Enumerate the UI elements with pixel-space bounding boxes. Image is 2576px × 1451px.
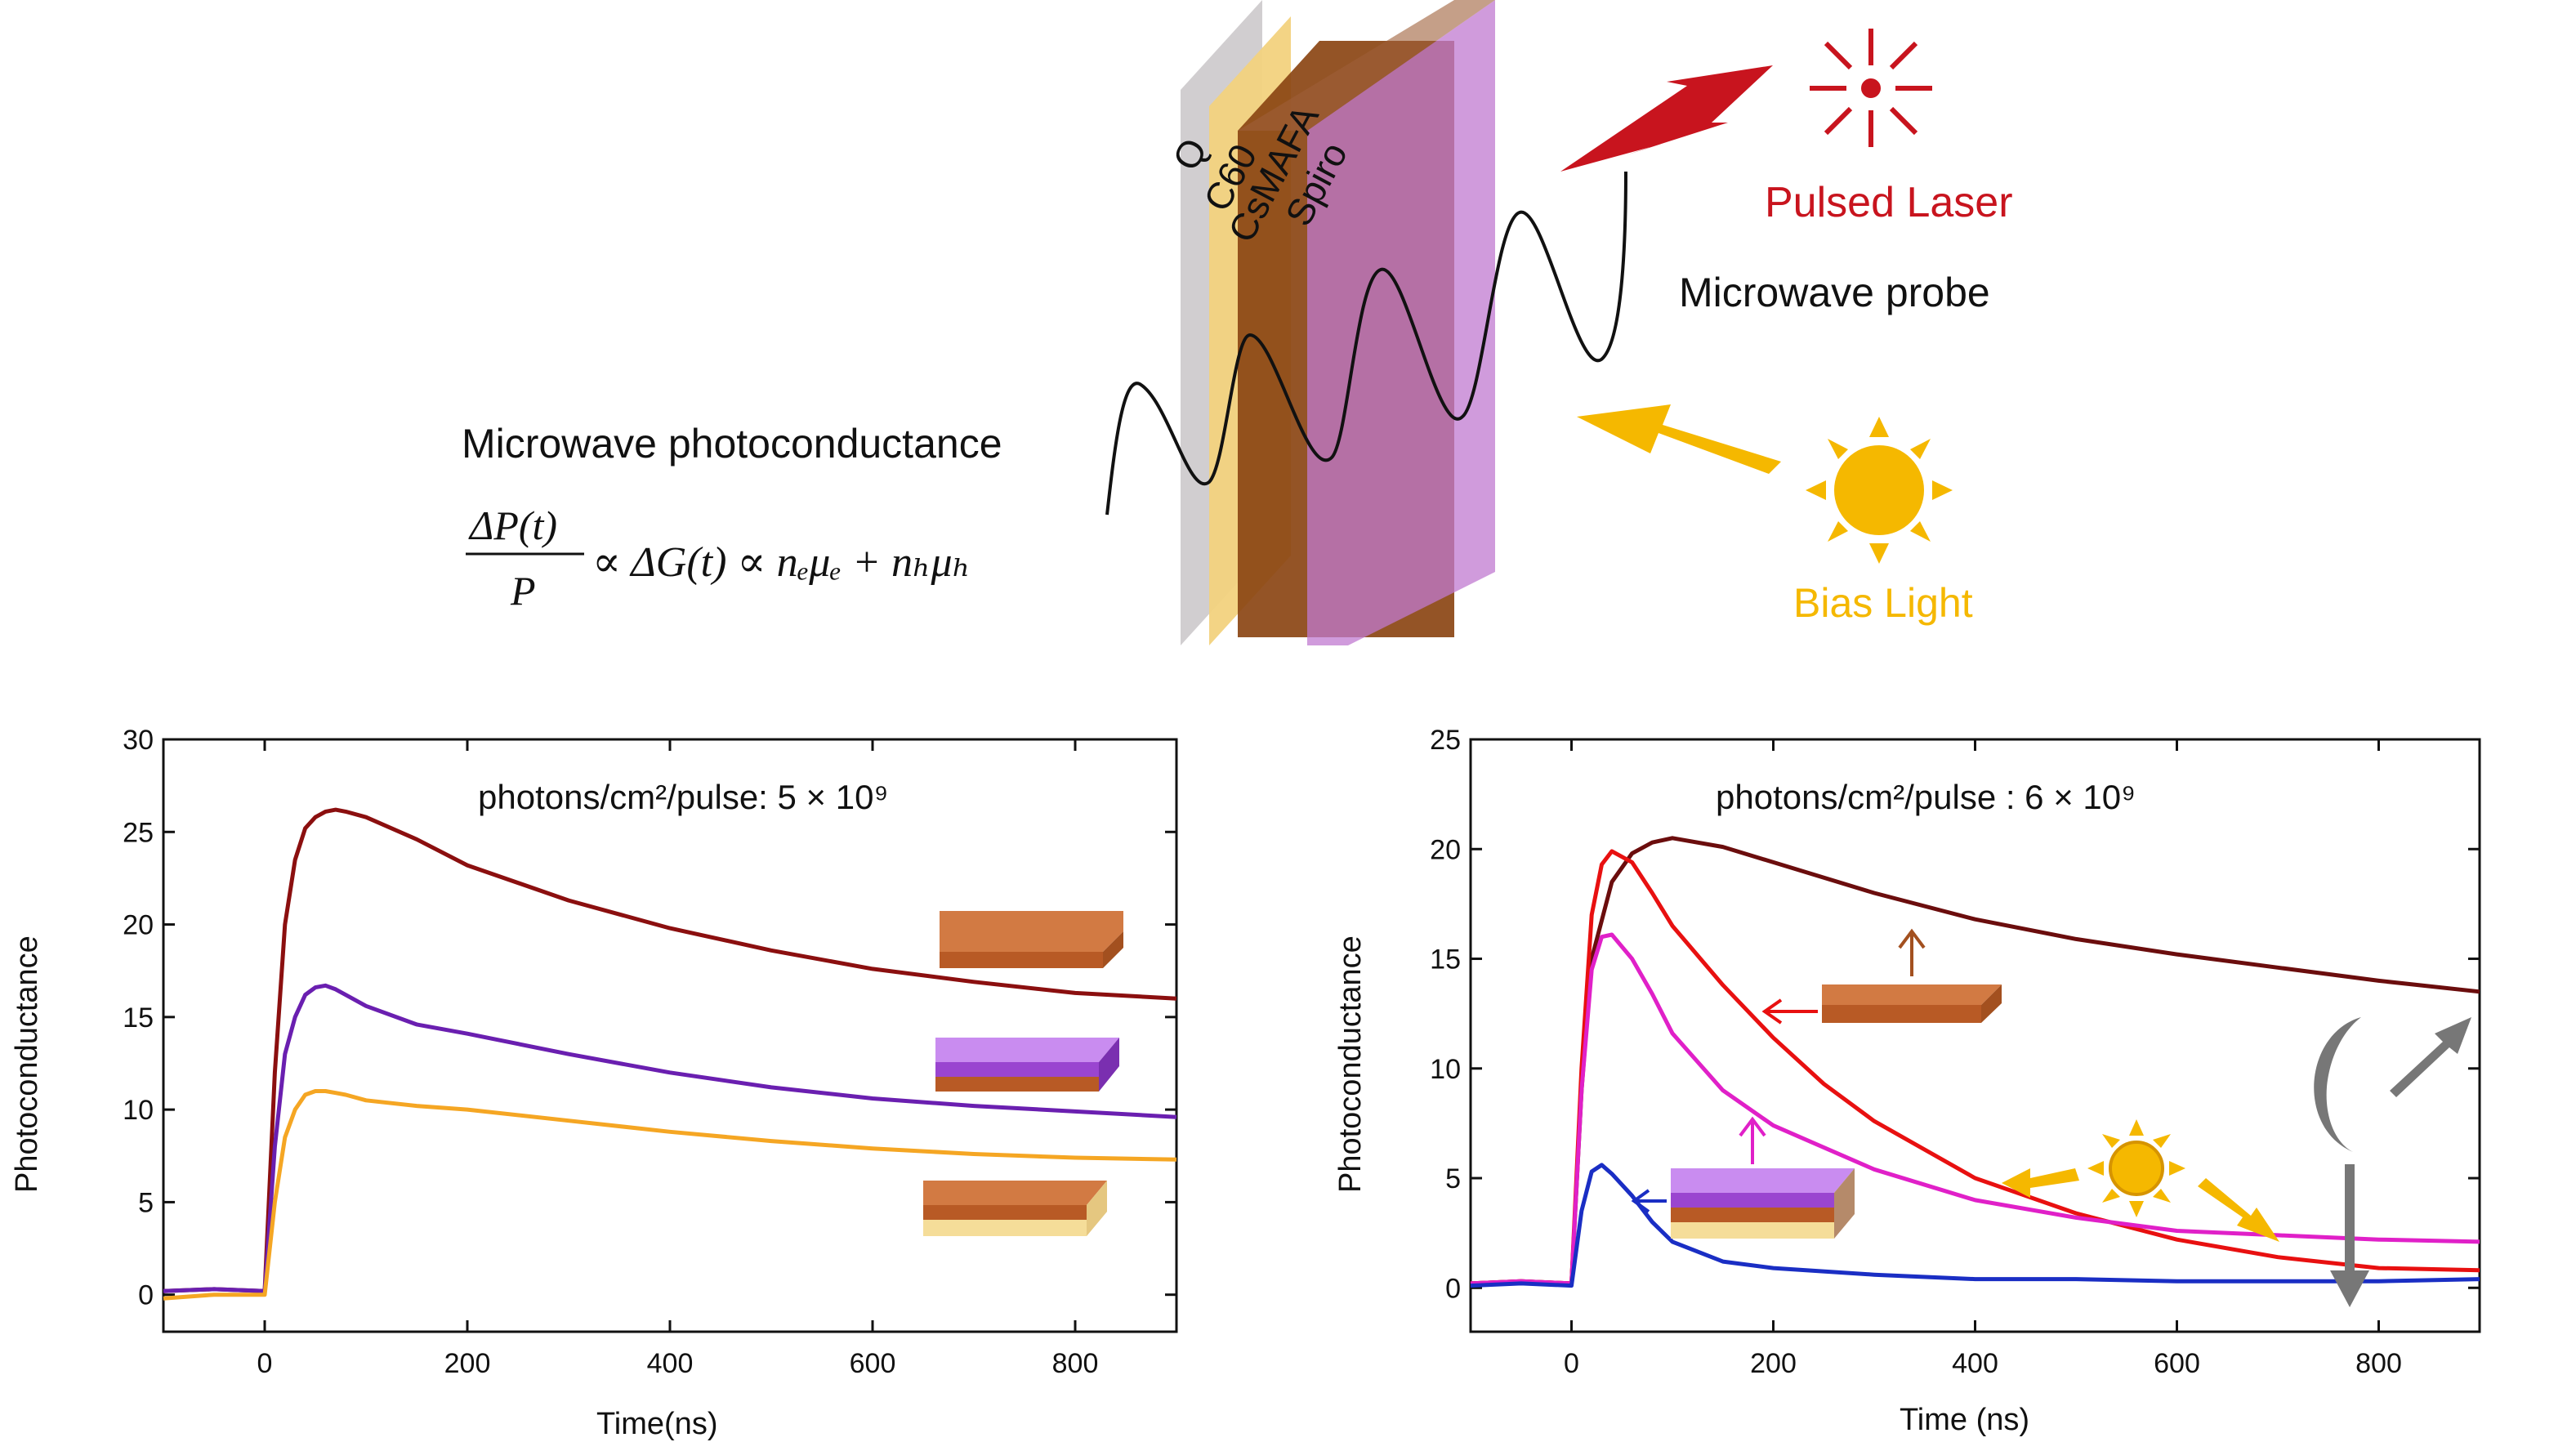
y-tick-label: 25 [123, 817, 154, 848]
series-line-2 [163, 1089, 1177, 1301]
equation-numerator: ΔP(t) [468, 502, 557, 548]
series-line-2 [1470, 932, 2480, 1286]
chart-right: 0 200 400 600 800 0 5 10 15 20 25 photons/cm²/puls… [1333, 725, 2481, 1437]
series-line-1 [163, 983, 1177, 1293]
pulsed-laser-label: Pulsed Laser [1765, 179, 2013, 226]
series-line-3 [1470, 1163, 2480, 1288]
film-bare-icon [940, 911, 1123, 968]
bias-light-arrow [1577, 404, 1781, 474]
y-tick-label: 20 [1430, 834, 1461, 865]
y-tick-label: 0 [138, 1280, 154, 1311]
chart-right-frame [1469, 738, 2481, 1333]
y-tick-label: 20 [123, 910, 154, 941]
chart-left-xlabel: Time(ns) [596, 1407, 717, 1441]
chart-right-series [1470, 836, 2480, 1288]
x-tick-label: 600 [2154, 1348, 2200, 1379]
equation: ΔP(t) P ∝ ΔG(t) ∝ nₑμₑ + nₕμₕ [466, 502, 971, 614]
x-tick-label: 0 [257, 1348, 273, 1379]
sun-icon-right [2087, 1119, 2185, 1217]
chart-left-ylabel: Photoconductance [10, 935, 44, 1193]
film-spiro-icon [935, 1038, 1119, 1092]
lightning-bolt-icon [1560, 65, 1773, 172]
y-tick-label: 5 [138, 1187, 154, 1218]
chart-right-xlabel: Time (ns) [1900, 1403, 2029, 1437]
arrow-up-magenta-icon [1739, 1116, 1766, 1164]
device-diagram: Q C60 CsMAFA Spiro Pulsed Laser Microwav… [462, 0, 2013, 645]
x-tick-label: 400 [1952, 1348, 1998, 1379]
equation-rhs: ∝ ΔG(t) ∝ nₑμₑ + nₕμₕ [592, 539, 971, 586]
series-line-1 [1470, 849, 2480, 1286]
chart-left-annotation: photons/cm²/pulse: 5 × 10⁹ [478, 778, 888, 816]
chart-left-series [163, 807, 1177, 1301]
film-bare-icon-right [1822, 984, 2002, 1023]
chart-right-ticks: 0 200 400 600 800 0 5 10 15 20 25 [1430, 725, 2480, 1379]
arrow-left-red-icon [1761, 998, 1818, 1025]
y-tick-label: 10 [123, 1095, 154, 1126]
sun-icon [1806, 417, 1953, 564]
film-c60-icon [923, 1181, 1107, 1236]
bias-arrow-left-icon [2002, 1168, 2079, 1198]
film-stack-icon-right [1671, 1168, 1855, 1239]
moon-arrow-up-icon [2390, 1017, 2471, 1097]
chart-right-annotation: photons/cm²/pulse : 6 × 10⁹ [1716, 778, 2136, 816]
layer-stack [1181, 0, 1495, 645]
x-tick-label: 200 [444, 1348, 491, 1379]
y-tick-label: 10 [1430, 1054, 1461, 1085]
y-tick-label: 15 [123, 1002, 154, 1034]
chart-left-frame [162, 738, 1178, 1333]
moon-icon [2314, 1017, 2361, 1152]
arrow-up-brown-icon [1898, 928, 1926, 976]
microwave-wave [1105, 171, 1627, 516]
bias-arrow-right-icon [2198, 1178, 2279, 1242]
bias-light-label: Bias Light [1793, 580, 1973, 626]
layer-spiro-top [1238, 0, 1495, 131]
x-tick-label: 800 [1052, 1348, 1099, 1379]
y-tick-label: 15 [1430, 944, 1461, 976]
equation-denominator: P [510, 568, 536, 614]
x-tick-label: 200 [1750, 1348, 1797, 1379]
y-tick-label: 0 [1445, 1273, 1461, 1304]
series-line-0 [163, 807, 1177, 1293]
chart-left-ticks: 0 200 400 600 800 0 5 10 15 20 25 30 [123, 725, 1176, 1379]
y-tick-label: 5 [1445, 1163, 1461, 1194]
x-tick-label: 600 [850, 1348, 896, 1379]
chart-right-ylabel: Photoconductance [1333, 935, 1368, 1193]
x-tick-label: 0 [1564, 1348, 1579, 1379]
photoconductance-title: Microwave photoconductance [462, 421, 1002, 467]
y-tick-label: 30 [123, 725, 154, 756]
chart-left: 0 200 400 600 800 0 5 10 15 20 25 30 photons/cm²/pu… [10, 725, 1178, 1441]
layer-spiro [1307, 0, 1495, 645]
x-tick-label: 400 [647, 1348, 694, 1379]
microwave-probe-label: Microwave probe [1679, 270, 1990, 315]
laser-burst-icon [1810, 29, 1932, 147]
y-tick-label: 25 [1430, 725, 1461, 756]
x-tick-label: 800 [2355, 1348, 2402, 1379]
moon-arrow-down-icon [2330, 1164, 2369, 1307]
arrow-left-blue-icon [1631, 1189, 1667, 1213]
